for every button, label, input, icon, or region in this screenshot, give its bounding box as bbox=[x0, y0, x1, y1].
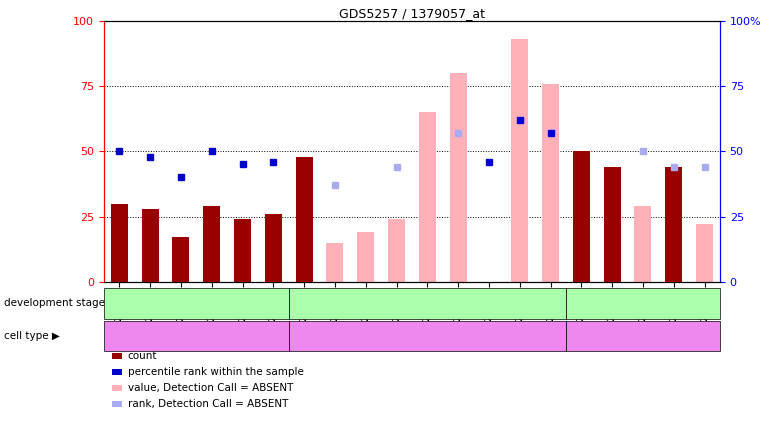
Text: value, Detection Call = ABSENT: value, Detection Call = ABSENT bbox=[128, 383, 293, 393]
Bar bbox=[419, 113, 436, 282]
Bar bbox=[357, 232, 374, 282]
Text: postnatal day 21: postnatal day 21 bbox=[596, 298, 690, 308]
Bar bbox=[573, 151, 590, 282]
Text: just formed calyx GBC: just formed calyx GBC bbox=[134, 331, 259, 341]
Bar bbox=[326, 243, 343, 282]
Bar bbox=[234, 219, 251, 282]
Text: postnatal day 3: postnatal day 3 bbox=[153, 298, 239, 308]
Bar bbox=[142, 209, 159, 282]
Bar bbox=[111, 203, 128, 282]
Title: GDS5257 / 1379057_at: GDS5257 / 1379057_at bbox=[339, 7, 485, 20]
Bar bbox=[388, 219, 405, 282]
Bar bbox=[172, 237, 189, 282]
Bar bbox=[265, 214, 282, 282]
Text: cell type ▶: cell type ▶ bbox=[4, 331, 60, 341]
Text: mature calyx GBC: mature calyx GBC bbox=[593, 331, 693, 341]
Bar bbox=[203, 206, 220, 282]
Bar bbox=[542, 84, 559, 282]
Bar bbox=[450, 73, 467, 282]
Text: count: count bbox=[128, 351, 157, 361]
Bar bbox=[696, 224, 713, 282]
Text: juvenile calyx GBC: juvenile calyx GBC bbox=[375, 331, 480, 341]
Bar bbox=[634, 206, 651, 282]
Bar bbox=[511, 39, 528, 282]
Bar bbox=[665, 167, 682, 282]
Text: rank, Detection Call = ABSENT: rank, Detection Call = ABSENT bbox=[128, 399, 288, 409]
Text: postnatal day 8: postnatal day 8 bbox=[384, 298, 470, 308]
Bar bbox=[296, 157, 313, 282]
Bar bbox=[604, 167, 621, 282]
Text: percentile rank within the sample: percentile rank within the sample bbox=[128, 367, 303, 377]
Text: development stage ▶: development stage ▶ bbox=[4, 298, 116, 308]
